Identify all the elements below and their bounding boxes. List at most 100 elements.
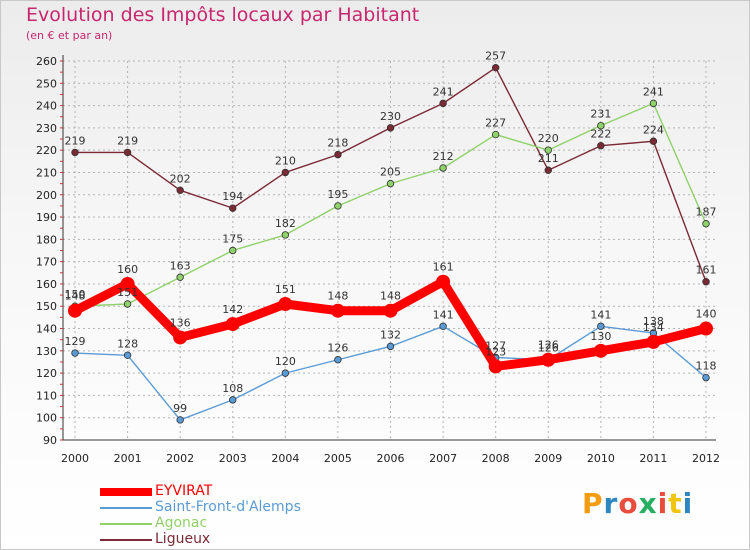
data-label: 120 [275,355,296,368]
y-tick-label: 170 [36,256,57,269]
data-label: 219 [117,134,138,147]
data-point [225,317,240,332]
data-label: 257 [485,50,506,63]
chart-subtitle: (en € et par an) [26,29,113,42]
y-tick-label: 120 [36,367,57,380]
logo-letter: i [657,487,669,520]
data-label: 138 [643,315,664,328]
y-tick-label: 210 [36,166,57,179]
data-label: 151 [117,286,138,299]
x-tick-label: 2007 [429,452,457,465]
data-label: 231 [590,108,611,121]
y-tick-label: 260 [36,55,57,68]
y-tick-label: 180 [36,233,57,246]
data-label: 205 [380,166,401,179]
data-label: 227 [485,117,506,130]
legend-swatch [100,507,152,509]
y-tick-label: 110 [36,389,57,402]
data-point [281,168,290,177]
data-point [593,343,608,358]
legend-swatch [100,488,152,496]
data-label: 142 [222,303,243,316]
data-label: 187 [696,206,717,219]
logo-letter: i [682,487,694,520]
data-point [123,351,132,359]
data-point [334,150,342,159]
data-label: 132 [380,328,401,341]
x-tick-label: 2009 [534,452,562,465]
data-label: 218 [327,137,348,150]
x-tick-label: 2002 [166,452,194,465]
y-tick-label: 150 [36,300,57,313]
data-label: 182 [275,217,296,230]
data-point [439,322,447,330]
data-label: 148 [380,290,401,303]
data-point [436,274,451,289]
data-label: 126 [327,342,348,355]
data-point [229,246,237,255]
data-label: 99 [173,402,187,415]
data-point [597,121,605,130]
data-point [597,322,605,330]
data-point [702,220,710,228]
logo-letter: x [638,487,658,520]
data-point [597,142,605,150]
data-point [229,204,237,212]
data-label: 161 [433,261,454,274]
logo-letter: r [603,487,619,520]
data-point [176,186,184,195]
x-tick-label: 2006 [377,452,405,465]
data-label: 163 [170,259,191,272]
x-tick-label: 2010 [587,452,615,465]
series-lines [68,63,713,424]
data-label: 123 [485,345,506,358]
data-label: 219 [65,134,86,147]
data-point [71,148,79,157]
legend-swatch [100,523,152,525]
data-label: 136 [170,316,191,329]
data-label: 161 [696,264,717,277]
data-label: 195 [327,188,348,201]
data-point [541,352,556,367]
data-point [281,369,290,377]
data-label: 148 [65,290,86,303]
data-point [278,297,293,312]
data-label: 126 [538,339,559,352]
x-tick-label: 2005 [324,452,352,465]
data-point [386,342,395,351]
data-label: 129 [65,335,86,348]
data-point [123,300,132,308]
data-label: 118 [696,360,717,373]
data-point [649,137,658,145]
data-point [330,303,345,318]
y-tick-label: 100 [36,412,57,425]
data-point [386,124,395,132]
data-label: 140 [696,308,717,321]
x-tick-label: 2004 [271,452,299,465]
x-tick-label: 2012 [692,452,720,465]
y-tick-label: 90 [43,434,57,447]
proxiti-logo: Proxiti [582,487,693,520]
data-point [68,303,82,318]
axes: 90 100 110 120 130 140 150 160 170 180 190 200 210 22… [36,55,720,465]
data-label: 230 [380,110,401,123]
data-point [71,349,79,357]
data-label: 134 [643,321,664,334]
x-tick-label: 2003 [219,452,247,465]
chart-title: Evolution des Impôts locaux par Habitant [26,4,420,26]
data-point [488,359,503,374]
data-point [334,356,342,364]
data-point [702,373,710,382]
data-point [699,321,713,336]
data-label: 160 [117,263,138,276]
data-label: 212 [433,150,454,163]
y-tick-label: 250 [36,77,57,90]
y-tick-label: 130 [36,345,57,358]
y-tick-label: 190 [36,211,57,224]
data-label: 210 [275,154,296,167]
data-label: 150 [65,288,86,301]
data-label: 194 [222,190,243,203]
data-point [439,99,447,108]
y-tick-label: 200 [36,189,57,202]
